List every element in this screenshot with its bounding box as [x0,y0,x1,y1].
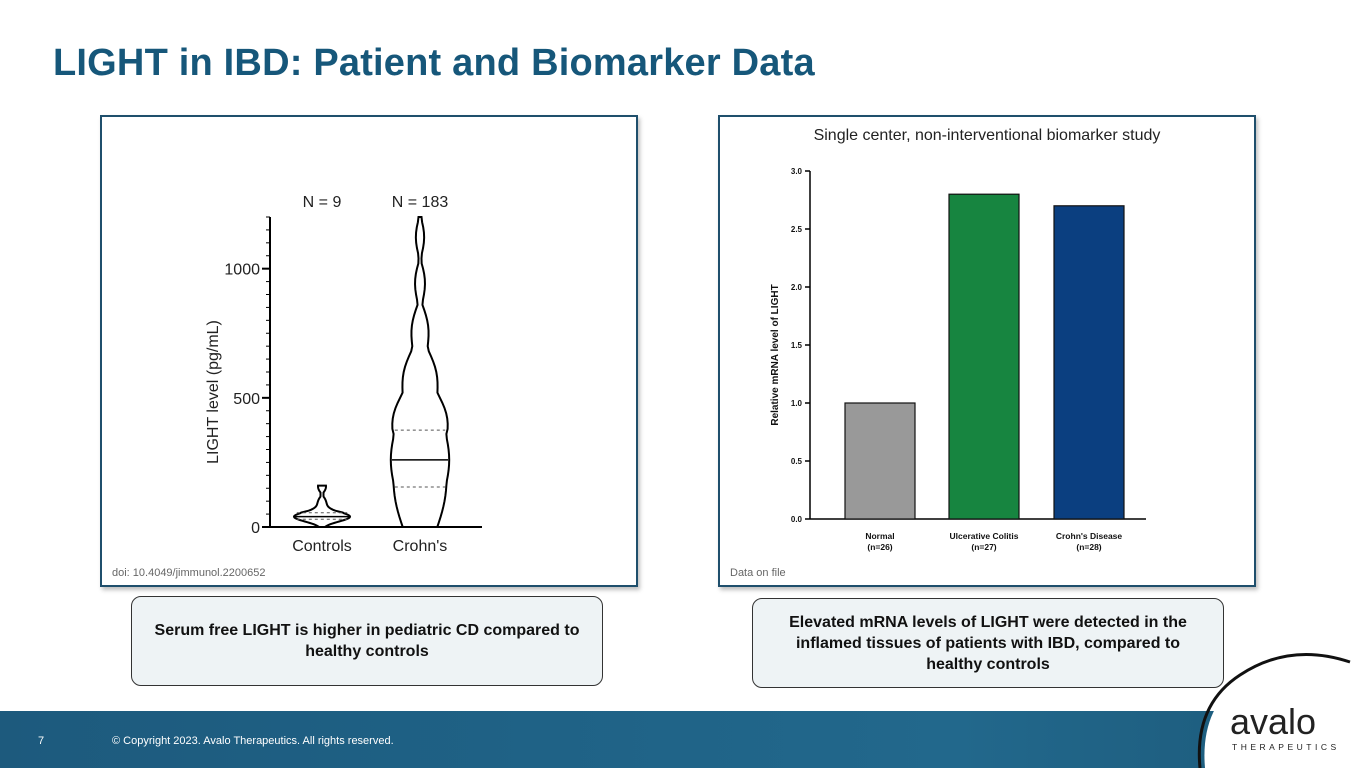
violin-shape [292,484,352,528]
violin-chart-panel: 0 500 1000 LIGHT level (pg/mL) Controls N = 9… [100,115,638,587]
logo-word: avalo [1230,701,1316,742]
y-tick-label: 0 [251,520,260,537]
y-tick-label: 0.5 [791,457,803,466]
n-label: N = 183 [392,194,449,211]
x-category-label: Crohn's [393,538,448,555]
x-category-n-label: (n=26) [867,542,892,552]
x-category-label: Crohn's Disease [1056,531,1123,541]
left-callout-text: Serum free LIGHT is higher in pediatric … [154,622,580,660]
left-callout: Serum free LIGHT is higher in pediatric … [131,596,603,686]
chart-subtitle: Single center, non-interventional biomar… [813,127,1161,144]
left-source-note: doi: 10.4049/jimmunol.2200652 [112,567,266,579]
y-tick-label: 1.0 [791,399,803,408]
bar [948,193,1020,520]
y-tick-label: 3.0 [791,167,803,176]
page-title: LIGHT in IBD: Patient and Biomarker Data [53,42,815,84]
x-category-label: Normal [865,531,894,541]
footer-bar: 7 © Copyright 2023. Avalo Therapeutics. … [0,711,1365,768]
y-tick-label: 0.0 [791,515,803,524]
violin-chart: 0 500 1000 LIGHT level (pg/mL) Controls N = 9… [205,194,482,555]
n-label: N = 9 [303,194,342,211]
logo-subtext: THERAPEUTICS [1232,742,1340,752]
y-axis-label: LIGHT level (pg/mL) [205,320,222,464]
x-category-n-label: (n=27) [971,542,996,552]
bar [1053,205,1125,520]
y-axis-label: Relative mRNA level of LIGHT [770,284,781,425]
violin-shape [389,216,451,528]
right-callout-text: Elevated mRNA levels of LIGHT were detec… [789,613,1187,673]
copyright-text: © Copyright 2023. Avalo Therapeutics. Al… [112,735,394,747]
right-source-note: Data on file [730,567,786,579]
y-tick-label: 2.5 [791,225,803,234]
y-tick-label: 1000 [224,262,260,279]
logo-circle-icon: avalo THERAPEUTICS [1197,652,1365,769]
right-callout: Elevated mRNA levels of LIGHT were detec… [752,598,1224,688]
y-tick-label: 2.0 [791,283,803,292]
bar-chart-panel: Single center, non-interventional biomar… [718,115,1256,587]
x-category-label: Controls [292,538,352,555]
bar-chart: 0.0 0.5 1.0 1.5 2.0 2.5 3.0 Relative mRNA level… [770,167,1146,552]
slide-number: 7 [38,735,45,747]
y-tick-label: 1.5 [791,341,803,350]
bar [844,402,916,520]
y-tick-label: 500 [233,391,260,408]
avalo-logo: avalo THERAPEUTICS [1180,650,1365,769]
x-category-n-label: (n=28) [1076,542,1101,552]
x-category-label: Ulcerative Colitis [950,531,1019,541]
